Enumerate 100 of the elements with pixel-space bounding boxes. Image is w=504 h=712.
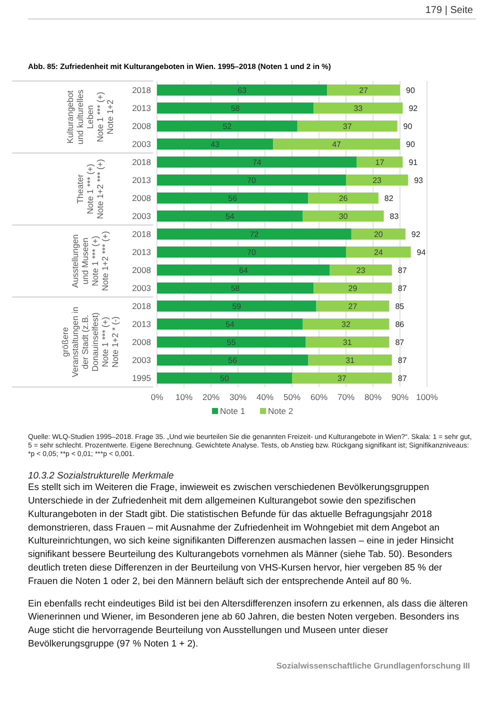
- bar: [330, 264, 392, 276]
- bar: [157, 192, 308, 204]
- bar: [157, 84, 328, 96]
- legend-label: Note 2: [268, 406, 294, 416]
- y-axis-title: größere Veranstaltungen in der Stadt (z.B. Donauinselfest) Note 1 *** (+) Note 1+2 * (-): [60, 306, 120, 378]
- x-tick-label: 90%: [391, 392, 409, 402]
- total-label: 90: [406, 140, 416, 150]
- text: Ein ebenfalls recht eindeutiges Bild ist bei den Altersdifferenzen insofern zu erkennen, als dass die älteren Wienerinnen und Wiener, im Besonderen jene ab 60 Jahren, die besten Noten vergeben. Besonders ins Auge sticht die hervorragende Beurteilung von Ausstellungen und Museen unter dieser Bevölkerungsgruppe (97 % Noten 1 + 2).: [28, 597, 468, 648]
- text: Ausstellungen und Museen Note 1 *** (+) Note 1+2 *** (+): [70, 230, 110, 292]
- data-label: 74: [252, 158, 262, 168]
- bar: [346, 246, 411, 258]
- bar: [314, 102, 403, 114]
- data-label: 63: [238, 86, 248, 96]
- bar: [297, 120, 398, 132]
- bar: [308, 192, 378, 204]
- bar: [351, 228, 406, 240]
- x-tick-label: 10%: [175, 392, 193, 402]
- bar: [306, 336, 390, 348]
- data-label: 47: [332, 140, 342, 150]
- data-label: 58: [230, 284, 240, 294]
- y-tick-label: 2013: [132, 103, 152, 113]
- data-label: 43: [210, 140, 220, 150]
- bar: [157, 102, 314, 114]
- y-tick-label: 2008: [132, 193, 152, 203]
- data-label: 17: [375, 158, 385, 168]
- total-label: 90: [403, 122, 413, 132]
- total-label: 87: [398, 356, 408, 366]
- total-label: 92: [408, 104, 418, 114]
- total-label: 91: [408, 158, 418, 168]
- x-tick-label: 70%: [337, 392, 355, 402]
- total-label: 82: [384, 194, 394, 204]
- data-label: 20: [374, 230, 384, 240]
- x-tick-label: 20%: [202, 392, 220, 402]
- bar: [314, 282, 392, 294]
- data-label: 27: [348, 302, 358, 312]
- data-label: 50: [220, 374, 230, 384]
- y-axis-title: Kulturangebot und kulturelles Leben Note 1 *** (+) Note 1+2: [65, 90, 115, 144]
- x-tick-label: 0%: [150, 392, 164, 402]
- total-label: 87: [395, 338, 405, 348]
- text: Theater Note 1 *** (+) Note 1+2 *** (+): [75, 158, 105, 220]
- data-label: 55: [226, 338, 236, 348]
- data-label: 58: [230, 104, 240, 114]
- bar: [308, 354, 392, 366]
- x-tick-label: 80%: [364, 392, 382, 402]
- y-tick-label: 1995: [132, 373, 152, 383]
- total-label: 87: [398, 284, 408, 294]
- total-label: 83: [390, 212, 400, 222]
- bar: [157, 138, 274, 150]
- data-label: 70: [247, 176, 256, 186]
- data-label: 59: [232, 302, 242, 312]
- y-tick-label: 2013: [132, 175, 152, 185]
- data-label: 29: [348, 284, 358, 294]
- y-tick-label: 2003: [132, 211, 152, 221]
- bar: [356, 156, 403, 168]
- y-tick-label: 2018: [132, 85, 152, 95]
- y-tick-label: 2008: [132, 337, 152, 347]
- bar: [157, 354, 308, 366]
- bar: [157, 318, 303, 330]
- data-label: 56: [228, 356, 238, 366]
- total-label: 94: [416, 248, 426, 258]
- data-label: 72: [250, 230, 260, 240]
- total-label: 93: [414, 176, 424, 186]
- total-label: 86: [395, 320, 405, 330]
- bar: [157, 246, 346, 258]
- x-tick-label: 100%: [416, 392, 438, 402]
- text: 179 | Seite: [425, 5, 474, 16]
- y-tick-label: 2008: [132, 121, 152, 131]
- bar: [157, 372, 292, 384]
- data-label: 37: [342, 122, 352, 132]
- data-label: 52: [222, 122, 232, 132]
- x-tick-label: 30%: [229, 392, 247, 402]
- legend-label: Note 1: [220, 406, 246, 416]
- bar: [157, 156, 357, 168]
- data-label: 26: [338, 194, 348, 204]
- data-label: 24: [374, 248, 384, 258]
- bar: [302, 318, 390, 330]
- data-label: 64: [238, 266, 248, 276]
- bar: [157, 210, 303, 222]
- y-tick-label: 2013: [132, 247, 152, 257]
- y-tick-label: 2003: [132, 139, 152, 149]
- bar: [273, 138, 400, 150]
- bar: [157, 300, 316, 312]
- data-label: 37: [337, 374, 347, 384]
- bar: [316, 300, 390, 312]
- total-label: 90: [406, 86, 416, 96]
- data-label: 23: [372, 176, 382, 186]
- data-label: 32: [342, 320, 351, 330]
- total-label: 92: [411, 230, 421, 240]
- bar: [157, 336, 306, 348]
- bar: [302, 210, 384, 222]
- y-tick-label: 2008: [132, 265, 152, 275]
- data-label: 33: [354, 104, 364, 114]
- text: 10.3.2 Sozialstrukturelle Merkmale: [28, 470, 174, 482]
- total-label: 85: [395, 302, 405, 312]
- y-tick-label: 2018: [132, 301, 152, 311]
- bar: [292, 372, 392, 384]
- x-tick-label: 50%: [283, 392, 301, 402]
- bar: [157, 264, 330, 276]
- data-label: 54: [225, 212, 235, 222]
- total-label: 87: [398, 266, 408, 276]
